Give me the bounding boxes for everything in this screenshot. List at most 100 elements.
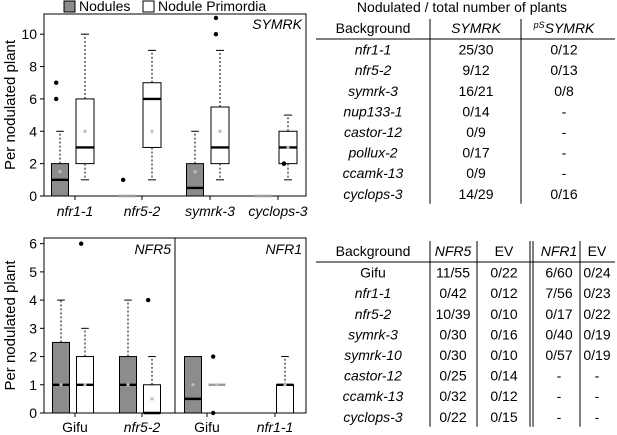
symrk-primordia-symrk-3-box [210,106,230,165]
symrk-primordia-nfr1-1-mean-marker [83,129,87,133]
symrk-ytick-label: 6 [29,91,37,107]
table2-cell: 10/39 [435,306,470,322]
nfr1-primordia-nfr1-1-mean-marker [283,383,287,387]
table2-cell: 0/22 [583,306,610,322]
table1-cell: 25/30 [458,42,493,58]
nfr5-nodules-Gifu-box [52,341,70,414]
symrk-primordia-nfr5-2-box [142,82,162,148]
table1-cell: nfr1-1 [355,42,392,58]
symrk-y-axis-label: Per nodulated plant [2,39,19,170]
symrk-panel-label: SYMRK [252,16,302,32]
symrk-nodules-nfr5-2-outlier [120,177,126,183]
symrk-ytick-label: 2 [29,156,37,172]
table1-cell: 0/17 [462,145,489,161]
table1-cell: - [562,145,567,161]
nfr1-primordia-Gifu-mean-marker [215,383,219,387]
symrk-nodules-symrk-3-mean-marker [193,170,197,174]
table2-cell: symrk-3 [348,326,398,342]
nfr1-category-label: nfr1-1 [257,419,294,435]
symrk-ytick-label: 10 [21,26,37,42]
table2-cell: 11/55 [436,265,470,281]
symrk-nodules-nfr1-1-outlier [53,96,59,102]
table1-cell: 16/21 [458,83,493,99]
table2-cell: 0/10 [490,347,517,363]
table2-cell: - [557,388,562,404]
table2-cell: 0/25 [439,368,466,384]
table1-cell: symrk-3 [348,83,398,99]
table1-cell: nup133-1 [343,103,402,119]
legend-swatch-nodules [63,0,76,13]
table2-cell: symrk-10 [344,347,402,363]
nfr1-primordia-Gifu-outlier [210,354,216,359]
table1-header-ps-symrk: pSSYMRK [533,20,595,36]
nfr1-category-label: Gifu [194,419,220,435]
table2-header: EV [495,243,514,259]
nfr5-nodules-Gifu-mean-marker [59,383,63,387]
table2-cell: 0/32 [439,388,466,404]
table2-cell: 7/56 [545,285,572,301]
table2-header: NFR5 [435,243,472,259]
table2-cell: 0/19 [583,347,610,363]
symrk-category-label: cyclops-3 [248,203,307,219]
table2-cell: cyclops-3 [343,409,402,425]
table2-cell: - [595,368,600,384]
table2-cell: 0/40 [545,326,572,342]
nfr-y-axis-label: Per nodulated plant [2,260,19,391]
table1-header-background: Background [336,20,411,36]
table1-cell: - [562,165,567,181]
table1-cell: pollux-2 [347,145,397,161]
legend-label-nodules: Nodules [79,0,130,14]
table1-cell: 0/16 [550,186,577,202]
table1-cell: 0/13 [550,62,577,78]
table2-header: NFR1 [541,243,578,259]
nfr5-category-label: nfr5-2 [124,419,161,435]
symrk-category-label: symrk-3 [185,203,235,219]
nfr5-ytick-label: 6 [29,236,37,252]
symrk-primordia-nfr5-2-mean-marker [150,129,154,133]
table2-cell: 0/57 [545,347,572,363]
table2-cell: - [557,368,562,384]
table2-cell: Gifu [360,265,386,281]
symrk-primordia-symrk-3-outlier [213,15,219,21]
table2-cell: 0/42 [439,285,466,301]
nfr1-primordia-Gifu-outlier [210,410,216,416]
table1-cell: 9/12 [462,62,489,78]
table1-cell: - [562,124,567,140]
symrk-nodules-symrk-3-box [186,163,204,197]
table2-cell: 0/22 [439,409,466,425]
nfr5-ytick-label: 0 [29,405,37,421]
symrk-nodules-nfr1-1-mean-marker [58,170,62,174]
legend-swatch-primordia [142,0,155,13]
nfr5-ytick-label: 5 [29,264,37,280]
table2-header: EV [588,243,607,259]
table2-cell: 0/24 [583,265,610,281]
table2-cell: 6/60 [545,265,572,281]
table2-cell: 0/30 [439,347,466,363]
symrk-primordia-symrk-3-mean-marker [218,129,222,133]
symrk-ytick-label: 0 [29,188,37,204]
nfr5-ytick-label: 2 [29,349,37,365]
symrk-category-label: nfr5-2 [124,203,161,219]
table1-cell: nfr5-2 [355,62,392,78]
table2-cell: 0/16 [490,326,517,342]
table2-cell: 0/23 [583,285,610,301]
table1-cell: castor-12 [344,124,402,140]
table2-header: Background [336,243,411,259]
table2-cell: nfr1-1 [355,285,392,301]
table2-cell: 0/14 [490,368,517,384]
table1-cell: 0/8 [554,83,574,99]
symrk-nodules-nfr1-1-outlier [53,80,59,85]
table1-cell: 0/12 [550,42,577,58]
table2-cell: - [595,409,600,425]
nfr1-primordia-nfr1-1-box [276,384,294,414]
symrk-primordia-cyclops-3-outlier [281,161,287,166]
table2-cell: ccamk-13 [343,388,404,404]
symrk-ytick-label: 8 [29,59,37,75]
table2-cell: 0/10 [490,306,517,322]
nfr1-nodules-Gifu-mean-marker [191,383,195,387]
table2-cell: 0/12 [490,388,517,404]
symrk-ytick-label: 4 [29,123,37,139]
symrk-primordia-cyclops-3-mean-marker [286,145,290,149]
nfr5-ytick-label: 4 [29,292,37,308]
